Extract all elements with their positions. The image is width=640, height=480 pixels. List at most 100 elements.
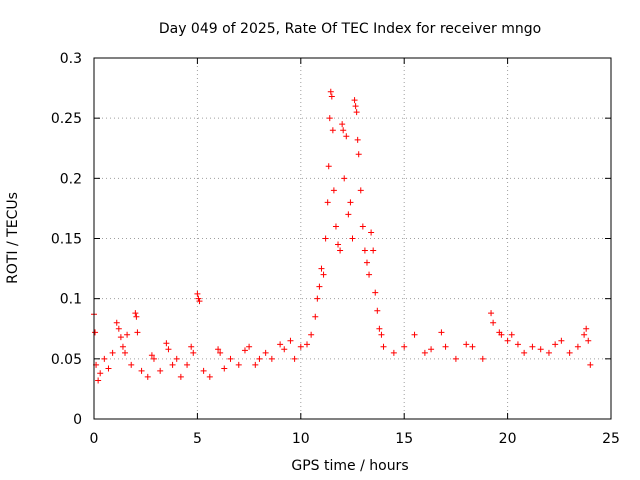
- data-point: [340, 127, 347, 134]
- data-point: [479, 355, 486, 362]
- data-point: [324, 199, 331, 206]
- axis-ticks: [93, 57, 612, 420]
- data-point: [378, 331, 385, 338]
- data-point: [343, 133, 350, 140]
- data-point: [277, 341, 284, 348]
- data-point: [498, 331, 505, 338]
- data-point: [291, 355, 298, 362]
- data-point: [119, 343, 126, 350]
- data-point: [173, 355, 180, 362]
- y-tick-label: 0.25: [51, 111, 82, 127]
- data-point: [438, 329, 445, 336]
- data-point: [330, 187, 337, 194]
- data-point: [411, 331, 418, 338]
- data-point: [312, 313, 319, 320]
- x-tick-label: 10: [292, 431, 310, 447]
- data-point: [354, 136, 361, 143]
- data-point: [190, 349, 197, 356]
- data-point: [262, 349, 269, 356]
- data-point: [184, 361, 191, 368]
- data-point: [117, 334, 124, 341]
- data-point: [206, 373, 213, 380]
- data-point: [101, 355, 108, 362]
- x-tick-label: 15: [395, 431, 413, 447]
- data-point: [287, 337, 294, 344]
- data-point: [537, 346, 544, 353]
- data-point: [281, 346, 288, 353]
- data-point: [581, 331, 588, 338]
- grid: [94, 58, 611, 419]
- data-point: [380, 343, 387, 350]
- y-axis-label: ROTI / TECUs: [5, 192, 21, 284]
- y-tick-label: 0.3: [60, 51, 82, 67]
- data-point: [552, 341, 559, 348]
- data-point: [374, 307, 381, 314]
- data-point: [355, 151, 362, 158]
- data-point: [177, 373, 184, 380]
- data-point: [304, 341, 311, 348]
- x-tick-label: 5: [193, 431, 202, 447]
- data-point: [314, 295, 321, 302]
- data-point: [318, 265, 325, 272]
- data-point: [133, 313, 140, 320]
- data-point: [169, 361, 176, 368]
- data-point: [165, 346, 172, 353]
- data-point: [194, 290, 201, 297]
- data-point: [217, 349, 224, 356]
- data-point: [452, 355, 459, 362]
- data-point: [128, 361, 135, 368]
- data-point: [235, 361, 242, 368]
- data-point: [150, 355, 157, 362]
- data-point: [163, 340, 170, 347]
- data-point: [326, 115, 333, 122]
- data-point: [144, 373, 151, 380]
- data-point: [353, 109, 360, 116]
- data-point: [488, 310, 495, 317]
- data-point: [376, 325, 383, 332]
- data-point: [268, 355, 275, 362]
- data-point: [124, 331, 131, 338]
- data-point: [421, 349, 428, 356]
- data-point: [97, 370, 104, 377]
- data-point: [188, 343, 195, 350]
- data-point: [351, 97, 358, 104]
- data-point: [335, 241, 342, 248]
- y-tick-label: 0.1: [60, 292, 82, 308]
- data-point: [256, 355, 263, 362]
- x-tick-label: 20: [499, 431, 517, 447]
- data-point: [339, 121, 346, 128]
- data-point: [215, 346, 222, 353]
- chart-title: Day 049 of 2025, Rate Of TEC Index for r…: [159, 21, 541, 37]
- data-point: [252, 361, 259, 368]
- y-tick-label: 0.2: [60, 171, 82, 187]
- data-point: [514, 341, 521, 348]
- data-point: [308, 331, 315, 338]
- data-point: [328, 93, 335, 100]
- x-axis-label: GPS time / hours: [291, 458, 408, 474]
- data-point: [337, 247, 344, 254]
- data-point: [469, 343, 476, 350]
- data-point: [545, 349, 552, 356]
- data-point: [316, 283, 323, 290]
- data-point: [196, 298, 203, 305]
- x-tick-labels: 0 5 10 15 20 25: [90, 431, 620, 447]
- data-point: [345, 211, 352, 218]
- data-point: [490, 319, 497, 326]
- data-point: [585, 337, 592, 344]
- data-point: [157, 367, 164, 374]
- data-point: [327, 88, 334, 95]
- data-point: [322, 235, 329, 242]
- data-point: [132, 310, 139, 317]
- data-point: [138, 367, 145, 374]
- data-point: [200, 367, 207, 374]
- data-point: [341, 175, 348, 182]
- data-point: [366, 271, 373, 278]
- y-tick-label: 0.05: [51, 352, 82, 368]
- data-point: [359, 223, 366, 230]
- data-point: [95, 377, 102, 384]
- x-tick-label: 0: [90, 431, 99, 447]
- data-point: [463, 341, 470, 348]
- data-point: [574, 343, 581, 350]
- data-point: [109, 349, 116, 356]
